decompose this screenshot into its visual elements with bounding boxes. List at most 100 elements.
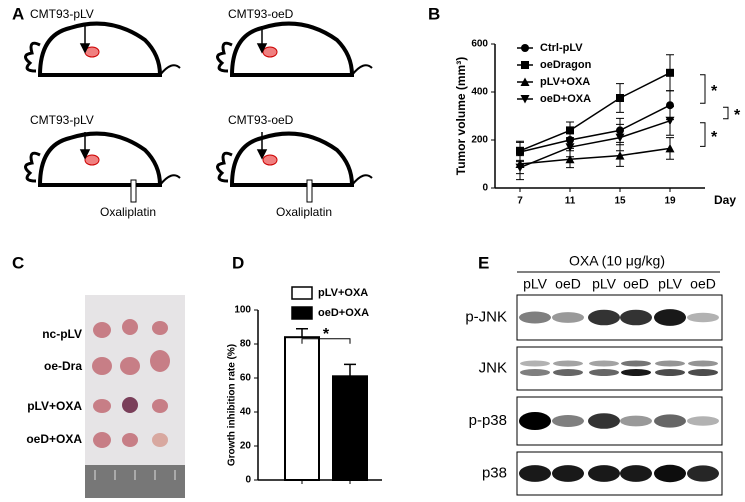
significance-bracket bbox=[700, 122, 706, 147]
band bbox=[588, 413, 620, 429]
row-label: nc-pLV bbox=[42, 327, 82, 341]
group-label: CMT93-oeD bbox=[228, 113, 294, 127]
band bbox=[519, 311, 551, 324]
band bbox=[621, 369, 651, 376]
marker bbox=[665, 116, 675, 126]
row-label: pLV+OXA bbox=[27, 399, 82, 413]
marker bbox=[520, 77, 530, 86]
band bbox=[552, 415, 584, 427]
marker bbox=[565, 143, 575, 152]
band bbox=[520, 360, 550, 367]
band bbox=[654, 464, 686, 483]
x-tick-label: 19 bbox=[664, 196, 676, 207]
y-axis-label: Tumor volume (mm³) bbox=[454, 57, 468, 175]
legend-label: Ctrl-pLV bbox=[540, 42, 583, 54]
marker bbox=[615, 133, 625, 143]
x-tick-label: 11 bbox=[565, 196, 576, 207]
panel-letter: A bbox=[12, 4, 24, 23]
band bbox=[620, 465, 652, 482]
injection-arrows bbox=[79, 26, 268, 160]
legend-swatch bbox=[291, 286, 313, 300]
group-label: CMT93-pLV bbox=[30, 113, 94, 127]
marker bbox=[521, 61, 529, 69]
marker bbox=[666, 101, 674, 110]
y-tick-label: 600 bbox=[471, 39, 488, 50]
band bbox=[654, 309, 686, 326]
band bbox=[520, 369, 550, 376]
band bbox=[552, 465, 584, 482]
band bbox=[553, 360, 583, 367]
x-tick-label: 7 bbox=[517, 196, 523, 207]
band bbox=[621, 360, 651, 367]
significance-star: * bbox=[734, 107, 741, 124]
panel-letter: B bbox=[428, 4, 440, 23]
bar bbox=[284, 336, 320, 482]
legend-label: pLV+OXA bbox=[318, 287, 368, 299]
y-axis-label: Growth inhibition rate (%) bbox=[227, 344, 238, 466]
legend-label: pLV+OXA bbox=[540, 76, 590, 88]
legend-label: oeDragon bbox=[540, 59, 592, 71]
legend-label: oeD+OXA bbox=[540, 93, 591, 105]
band bbox=[519, 412, 551, 430]
band bbox=[589, 369, 619, 376]
legend-label: oeD+OXA bbox=[318, 307, 369, 319]
lane-label: pLV bbox=[592, 276, 617, 292]
band bbox=[687, 312, 719, 323]
marker bbox=[515, 163, 525, 173]
lane-label: oeD bbox=[690, 276, 716, 292]
row-label: p-JNK bbox=[465, 308, 507, 325]
row-label: oeD+OXA bbox=[26, 432, 82, 446]
y-tick-label: 40 bbox=[240, 407, 252, 418]
significance-star: * bbox=[711, 129, 718, 146]
marker bbox=[566, 126, 574, 135]
band bbox=[688, 369, 718, 376]
y-tick-label: 200 bbox=[471, 135, 488, 146]
lane-label: oeD bbox=[555, 276, 581, 292]
x-axis-label: Day bbox=[714, 193, 736, 207]
lane-label: pLV bbox=[523, 276, 548, 292]
series-line bbox=[519, 104, 671, 153]
row-label: p-p38 bbox=[469, 412, 507, 429]
marker bbox=[666, 68, 674, 77]
band bbox=[620, 415, 652, 427]
band bbox=[688, 360, 718, 367]
band bbox=[654, 414, 686, 428]
tumor-photo bbox=[85, 295, 185, 498]
drug-label: Oxaliplatin bbox=[100, 205, 156, 219]
group-label: CMT93-pLV bbox=[30, 7, 94, 21]
panel-letter: C bbox=[12, 253, 24, 272]
y-tick-label: 0 bbox=[482, 183, 488, 194]
band bbox=[687, 416, 719, 426]
y-tick-label: 60 bbox=[240, 373, 252, 384]
significance-star: * bbox=[711, 83, 718, 100]
legend-swatch bbox=[291, 306, 313, 320]
y-tick-label: 80 bbox=[240, 339, 252, 350]
significance-star: * bbox=[323, 326, 330, 343]
treatment-label: OXA (10 μg/kg) bbox=[569, 253, 665, 269]
y-tick-label: 0 bbox=[245, 475, 251, 486]
marker bbox=[520, 95, 530, 104]
lane-label: pLV bbox=[658, 276, 683, 292]
series-line bbox=[519, 120, 671, 169]
group-label: CMT93-oeD bbox=[228, 7, 294, 21]
marker bbox=[516, 146, 524, 155]
lane-label: oeD bbox=[623, 276, 649, 292]
band bbox=[588, 309, 620, 326]
band bbox=[552, 312, 584, 323]
marker bbox=[565, 154, 575, 164]
band bbox=[553, 369, 583, 376]
band bbox=[588, 465, 620, 482]
error-bar bbox=[344, 363, 356, 377]
y-tick-label: 20 bbox=[240, 441, 252, 452]
error-bar bbox=[296, 327, 308, 338]
significance-bracket bbox=[700, 74, 706, 104]
series-line bbox=[519, 72, 671, 152]
marker bbox=[616, 94, 624, 102]
drug-label: Oxaliplatin bbox=[276, 205, 332, 219]
marker bbox=[521, 44, 529, 52]
mouse-drawings bbox=[24, 21, 373, 187]
band bbox=[519, 465, 551, 482]
marker bbox=[665, 143, 675, 153]
blot bbox=[516, 346, 723, 391]
